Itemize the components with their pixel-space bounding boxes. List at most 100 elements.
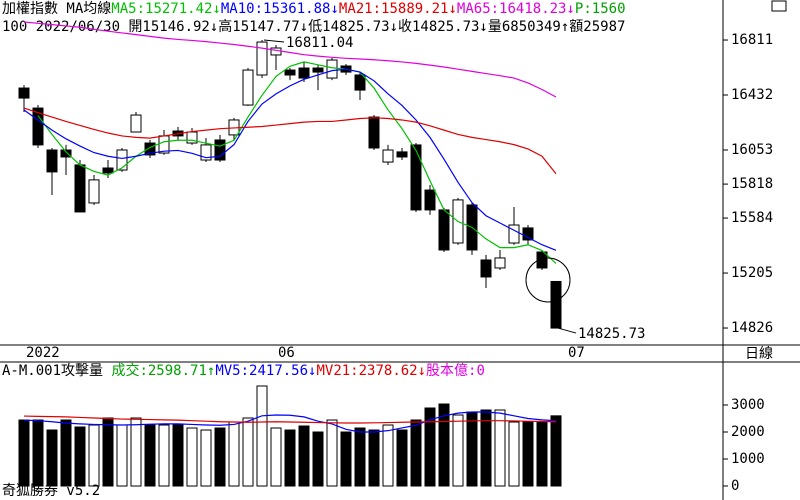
legend-entry: MA10:15361.88↓	[221, 1, 339, 17]
volume-header: A-M.001攻擊量 成交:2598.71↑MV5:2417.56↓MV21:2…	[2, 362, 485, 379]
candle-body	[46, 149, 58, 173]
legend-entry: MA21:15889.21↓	[339, 1, 457, 17]
volume-bar	[88, 424, 100, 487]
y-tick-label: 2000	[731, 424, 765, 440]
volume-bar	[382, 424, 394, 487]
volume-bar	[494, 409, 506, 487]
candle-body	[494, 257, 506, 269]
candle-body	[270, 47, 282, 56]
candle-body	[284, 69, 296, 76]
candle-body	[116, 149, 128, 171]
y-tick-label: 16811	[731, 32, 773, 48]
volume-bar	[158, 424, 170, 487]
candle-body	[396, 151, 408, 158]
volume-bar	[424, 407, 436, 487]
candle-body	[242, 69, 254, 106]
ma-line	[37, 61, 557, 264]
x-tick-label: 07	[568, 345, 585, 361]
ma-line	[23, 415, 557, 424]
candle-body	[438, 209, 450, 251]
candle-body	[368, 116, 380, 149]
y-tick-label: 15818	[731, 176, 773, 192]
chart-subtitle: 100 2022/06/30 開15146.92↓高15147.77↓低1482…	[2, 18, 625, 35]
x-tick-label: 06	[278, 345, 295, 361]
volume-bar	[102, 417, 114, 487]
x-tick-label: 2022	[26, 345, 60, 361]
volume-bar	[130, 417, 142, 487]
volume-bar	[200, 429, 212, 487]
volume-bar	[480, 409, 492, 487]
volume-bar	[186, 427, 198, 487]
candle-body	[354, 74, 366, 91]
y-tick-label: 14826	[731, 320, 773, 336]
y-tick-label: 15205	[731, 265, 773, 281]
candle-body	[508, 224, 520, 244]
candle-body	[382, 149, 394, 163]
annotation-pointer	[557, 327, 577, 334]
window-icon	[771, 0, 787, 12]
volume-bar	[354, 427, 366, 487]
annotation-pointer	[263, 39, 285, 43]
ma-line	[23, 68, 557, 251]
volume-bar	[74, 426, 86, 487]
volume-bar	[550, 415, 562, 487]
candle-body	[130, 114, 142, 133]
volume-bar	[326, 419, 338, 487]
volume-bar	[522, 421, 534, 487]
volume-label: 成交:2598.71↑	[111, 362, 215, 379]
volume-bar	[508, 421, 520, 487]
candle-body	[424, 189, 436, 211]
volume-bar	[438, 403, 450, 487]
volume-bar	[214, 427, 226, 487]
y-tick-label: 16053	[731, 142, 773, 158]
volume-bar	[46, 429, 58, 487]
candle-body	[298, 67, 310, 79]
candle-body	[144, 142, 156, 156]
volume-bar	[298, 425, 310, 487]
highlight-circle	[525, 257, 571, 303]
candle-body	[312, 67, 324, 73]
volume-bar	[242, 417, 254, 487]
volume-bar	[228, 421, 240, 487]
volume-bar	[32, 419, 44, 487]
y-tick-label: 0	[731, 478, 739, 494]
volume-bar	[144, 424, 156, 487]
candle-body	[214, 139, 226, 161]
candle-body	[18, 87, 30, 99]
volume-bar	[270, 427, 282, 487]
ma-line	[23, 107, 557, 175]
capital-label: 股本億:0	[426, 363, 485, 379]
volume-bar	[452, 414, 464, 487]
candle-body	[536, 251, 548, 269]
period-label: 日線	[745, 346, 773, 362]
volume-bar	[466, 411, 478, 487]
legend-entry: MA65:16418.23↓	[457, 1, 575, 17]
legend-entry: P:1560	[575, 1, 626, 17]
y-tick-label: 1000	[731, 451, 765, 467]
candle-body	[102, 167, 114, 174]
volume-bar	[312, 431, 324, 487]
volume-bar	[256, 385, 268, 487]
candle-body	[32, 107, 44, 146]
volume-bar	[284, 429, 296, 487]
candle-body	[550, 280, 562, 329]
min-label: 14825.73	[578, 326, 645, 342]
ma-line	[23, 411, 557, 433]
volume-title: A-M.001攻擊量	[2, 362, 103, 379]
volume-bar	[340, 431, 352, 487]
candle-body	[410, 144, 422, 211]
volume-bar	[18, 419, 30, 487]
legend-entry: MV5:2417.56↓	[215, 363, 316, 379]
volume-bar	[396, 429, 408, 487]
candle-body	[88, 179, 100, 204]
candle-body	[60, 149, 72, 158]
volume-bar	[410, 419, 422, 487]
y-tick-label: 15584	[731, 210, 773, 226]
chart-title: 加權指數 MA均線	[2, 1, 111, 17]
candle-body	[256, 41, 268, 76]
volume-bar	[172, 424, 184, 487]
volume-bar	[60, 419, 72, 487]
candle-body	[200, 144, 212, 161]
volume-bar	[116, 424, 128, 487]
